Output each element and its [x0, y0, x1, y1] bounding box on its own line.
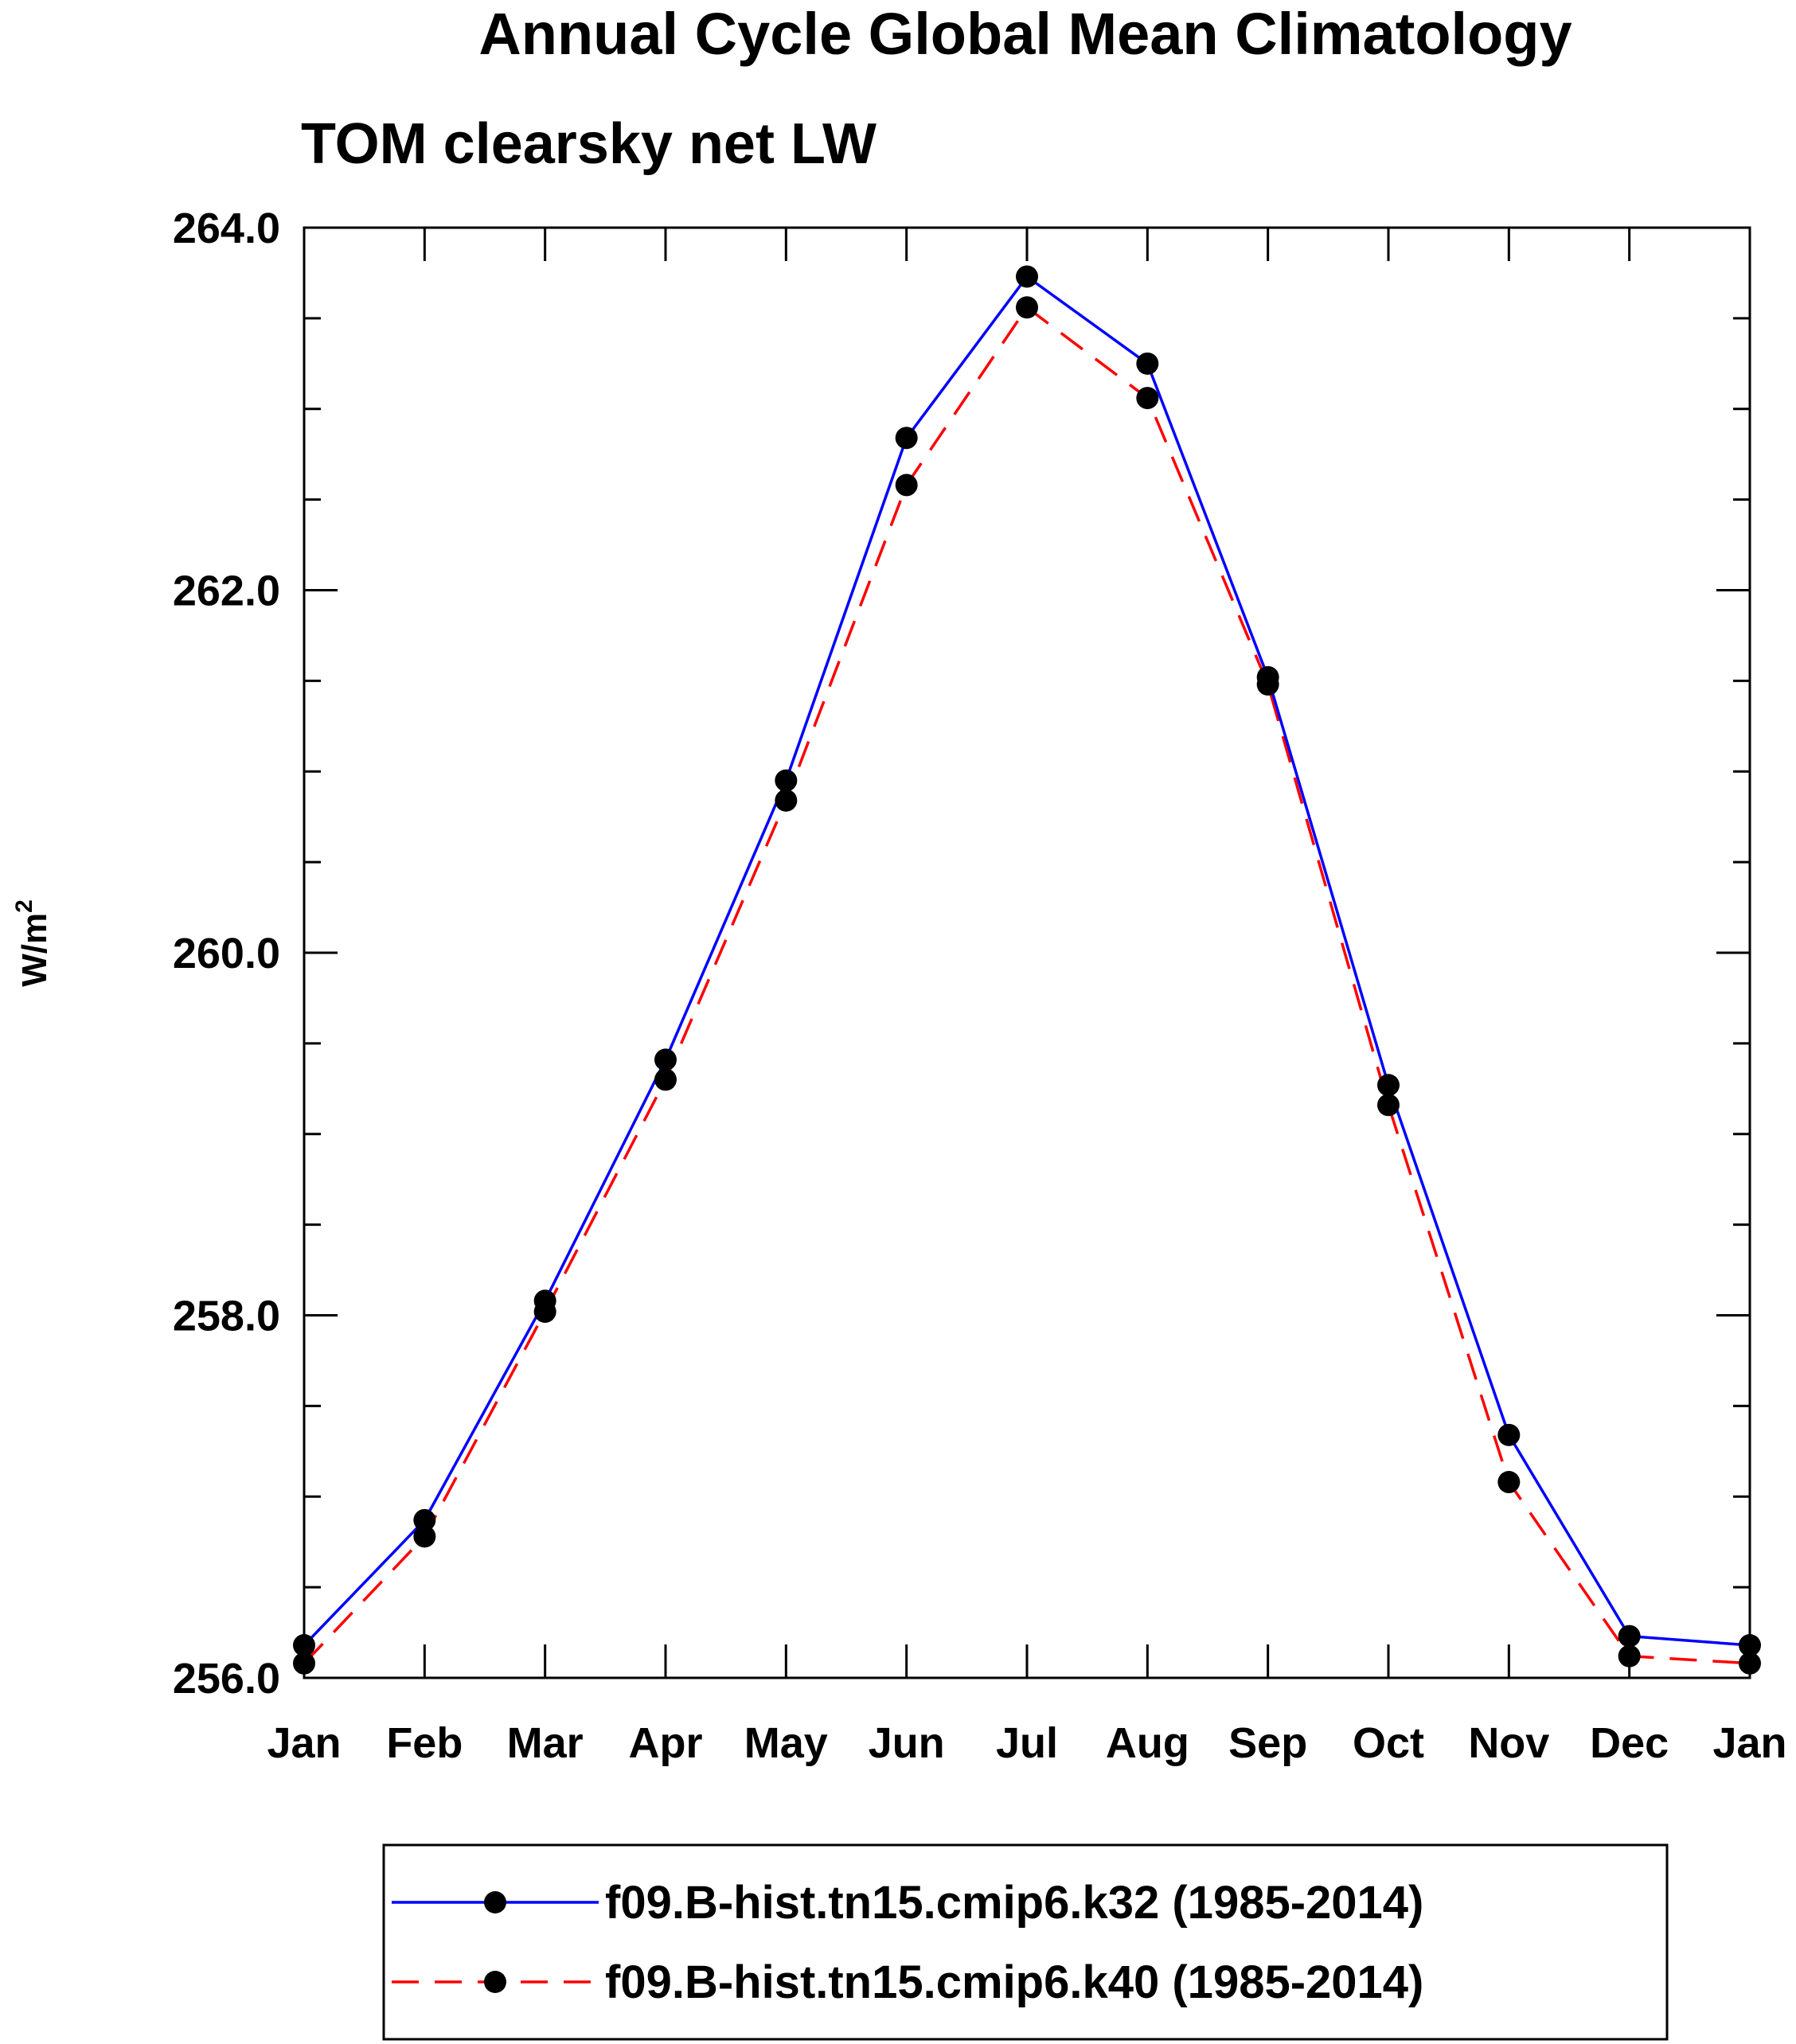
y-tick-label: 264.0 — [173, 205, 280, 252]
series-line-1 — [303, 275, 1751, 1647]
data-point — [654, 1048, 677, 1071]
x-tick-label: Mar — [507, 1719, 584, 1767]
chart-title: Annual Cycle Global Mean Climatology — [478, 1, 1572, 67]
legend: f09.B-hist.tn15.cmip6.k32 (1985-2014) f09… — [382, 1843, 1669, 2041]
data-point — [1497, 1423, 1521, 1446]
y-tick-label: 260.0 — [173, 930, 280, 977]
y-tick-label: 262.0 — [173, 568, 280, 615]
data-point — [775, 769, 798, 792]
data-point — [1618, 1644, 1641, 1668]
chart-subtitle: TOM clearsky net LW — [301, 112, 877, 176]
data-point — [413, 1525, 436, 1548]
data-point — [1497, 1471, 1521, 1494]
y-tick-label: 256.0 — [173, 1655, 280, 1703]
x-tick-label: Sep — [1228, 1719, 1307, 1767]
y-tick-label: 258.0 — [173, 1293, 280, 1340]
x-tick-label: Feb — [386, 1719, 463, 1767]
data-point — [533, 1289, 556, 1313]
data-point — [775, 789, 798, 812]
data-point — [1377, 1094, 1400, 1117]
plot-area — [293, 265, 1761, 1675]
legend-label-1: f09.B-hist.tn15.cmip6.k32 (1985-2014) — [605, 1877, 1423, 1929]
data-point — [1016, 265, 1038, 288]
x-tick-label: Apr — [629, 1719, 703, 1767]
data-point — [413, 1508, 436, 1531]
x-tick-label: Aug — [1106, 1719, 1189, 1767]
data-point — [1256, 665, 1279, 688]
legend-label-2: f09.B-hist.tn15.cmip6.k40 (1985-2014) — [605, 1956, 1423, 2008]
x-tick-label: Jul — [996, 1719, 1058, 1767]
data-point — [895, 427, 918, 450]
data-point — [654, 1068, 677, 1091]
data-point — [1136, 352, 1159, 375]
x-tick-label: Oct — [1353, 1719, 1424, 1767]
y-axis-label: W/m2 — [11, 899, 54, 987]
x-tick-label: Jan — [1712, 1719, 1786, 1767]
x-tick-label: Jun — [869, 1719, 945, 1767]
data-point — [1016, 296, 1038, 319]
legend-marker — [484, 1891, 506, 1913]
x-tick-label: Nov — [1468, 1719, 1549, 1767]
legend-marker — [484, 1971, 506, 1993]
plot-frame — [303, 226, 1751, 1679]
y-tick-labels: 256.0 258.0 260.0 262.0 264.0 — [173, 205, 280, 1703]
data-point — [895, 474, 918, 497]
x-tick-label: Dec — [1590, 1719, 1669, 1767]
x-tick-label: May — [744, 1719, 828, 1767]
data-point — [1136, 387, 1159, 410]
x-tick-label: Jan — [267, 1719, 341, 1767]
data-point — [1618, 1625, 1641, 1648]
x-tick-labels: Jan Feb Mar Apr May Jun Jul Aug Sep Oct Nov Dec Jan — [267, 1719, 1786, 1767]
axis-ticks — [303, 226, 1751, 1679]
data-point — [1377, 1074, 1400, 1097]
series-line-2 — [303, 305, 1751, 1665]
legend-frame — [382, 1843, 1669, 2041]
